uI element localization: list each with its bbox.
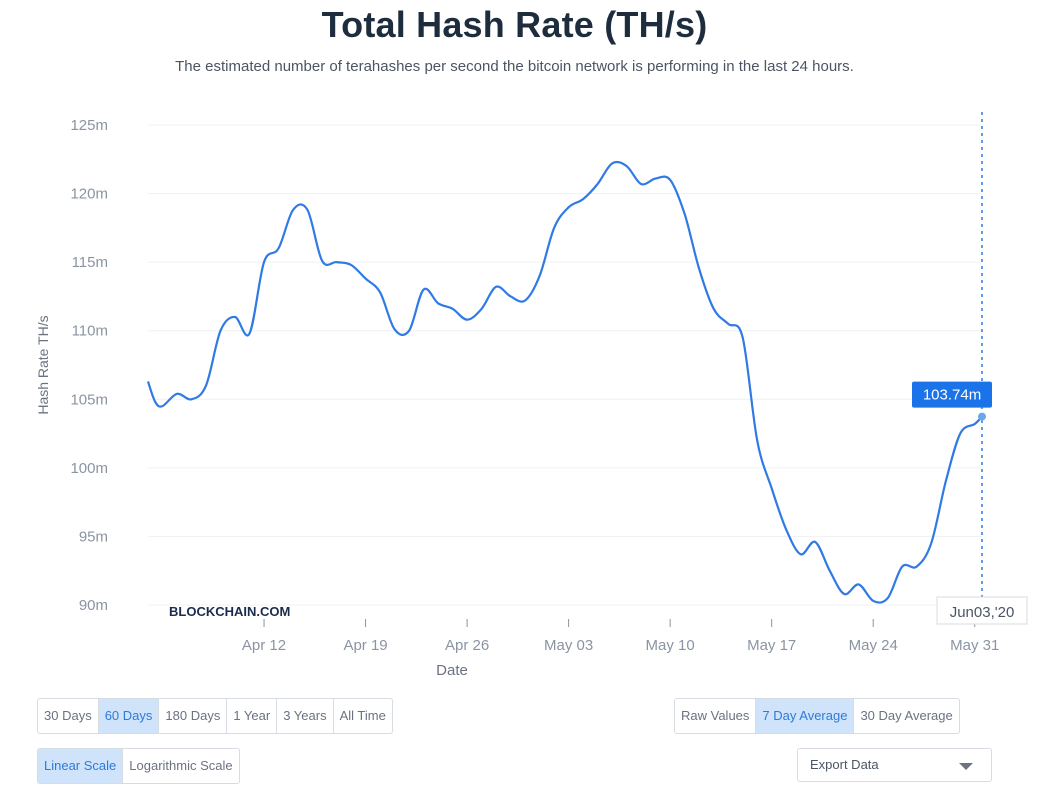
range-button-all-time[interactable]: All Time [339, 708, 386, 723]
range-button-3-years[interactable]: 3 Years [277, 699, 334, 733]
scale-button-linear-scale[interactable]: Linear Scale [38, 749, 124, 783]
value-tooltip-label: 103.74m [923, 387, 981, 404]
value-tooltip [912, 381, 992, 408]
x-tick-label: May 17 [747, 637, 796, 654]
range-button-1-year[interactable]: 1 Year [227, 699, 278, 733]
time-range-selector: 30 Days 60 Days 180 Days 1 Year 3 Years All T… [37, 698, 393, 734]
y-tick-label: 90m [79, 597, 108, 614]
average-button-raw-values[interactable]: Raw Values [675, 699, 757, 733]
series-line [146, 160, 983, 604]
export-data-label: Export Data [810, 757, 879, 772]
y-tick-label: 115m [72, 254, 108, 271]
export-data-dropdown[interactable]: Export Data [797, 748, 992, 782]
y-tick-label: 105m [70, 391, 108, 408]
x-tick-label: May 03 [544, 637, 593, 654]
x-tick-label: Apr 19 [343, 637, 387, 654]
averaging-selector: Raw Values 7 Day Average 30 Day Average [674, 698, 960, 734]
page-title: Total Hash Rate (TH/s) [321, 4, 708, 45]
x-tick-label: Apr 26 [445, 637, 489, 654]
x-axis-title: Date [436, 662, 468, 679]
chevron-down-icon [959, 763, 973, 770]
y-tick-label: 110m [72, 323, 108, 340]
x-tick-label: May 31 [950, 637, 999, 654]
range-button-180-days[interactable]: 180 Days [159, 699, 228, 733]
range-button-30-days[interactable]: 30 Days [38, 699, 99, 733]
average-button-7-day-average[interactable]: 7 Day Average [756, 699, 855, 733]
hash-rate-chart: 90m 95m 100m 105m 110m 115m 120m 125m Apr 12 Apr … [35, 112, 1028, 679]
x-tick-label: Apr 12 [242, 637, 286, 654]
page-subtitle: The estimated number of terahashes per s… [175, 58, 854, 75]
x-tick-label: May 24 [849, 637, 898, 654]
average-button-30-day-average[interactable]: 30 Day Average [860, 708, 953, 723]
y-tick-label: 100m [70, 460, 108, 477]
scale-selector: Linear Scale Logarithmic Scale [37, 748, 240, 784]
y-tick-label: 95m [79, 528, 108, 545]
range-button-60-days[interactable]: 60 Days [98, 699, 160, 733]
blockchain-logo: BLOCKCHAIN.COM [169, 604, 290, 619]
y-axis-title: Hash Rate TH/s [35, 315, 51, 414]
y-tick-label: 125m [70, 117, 108, 134]
scale-button-logarithmic-scale[interactable]: Logarithmic Scale [129, 758, 233, 773]
x-tick-label: May 10 [646, 637, 695, 654]
hover-point [978, 412, 986, 421]
y-tick-label: 120m [70, 186, 108, 203]
date-tooltip-label: Jun03,'20 [950, 604, 1015, 621]
date-tooltip [936, 596, 1028, 625]
